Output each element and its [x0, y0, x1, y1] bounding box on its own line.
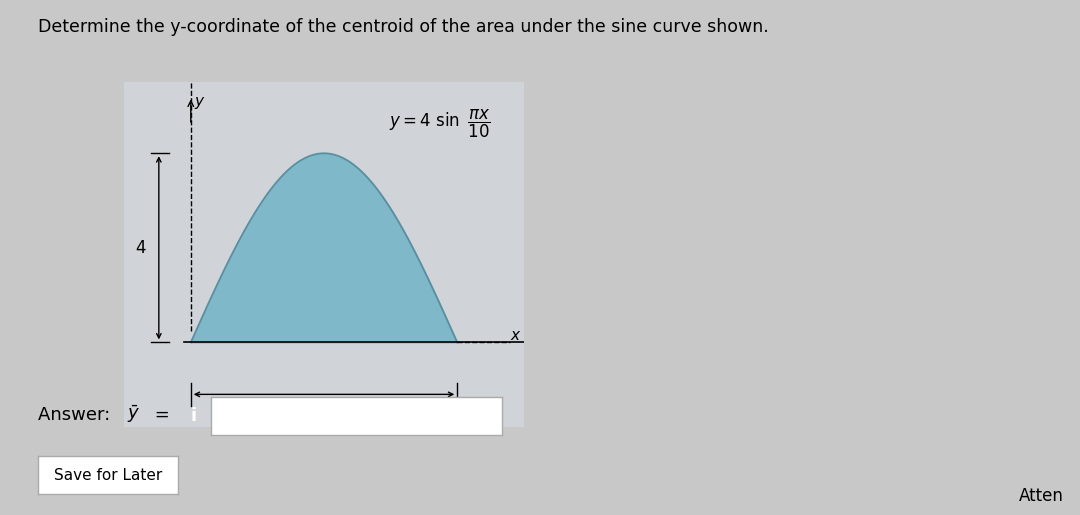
Text: y: y [194, 94, 204, 109]
Text: Atten: Atten [1018, 487, 1064, 505]
Text: $\bar{y}$: $\bar{y}$ [127, 404, 140, 425]
Text: 4: 4 [135, 239, 146, 257]
Text: Determine the y-coordinate of the centroid of the area under the sine curve show: Determine the y-coordinate of the centro… [38, 18, 769, 36]
Text: i: i [190, 407, 197, 425]
Text: 10: 10 [313, 402, 335, 420]
Text: Answer:: Answer: [38, 406, 116, 423]
Text: $y = 4\ \sin\ \dfrac{\pi x}{10}$: $y = 4\ \sin\ \dfrac{\pi x}{10}$ [389, 108, 490, 141]
Text: x: x [511, 328, 519, 343]
Text: =: = [149, 406, 170, 423]
Text: Save for Later: Save for Later [54, 468, 162, 483]
